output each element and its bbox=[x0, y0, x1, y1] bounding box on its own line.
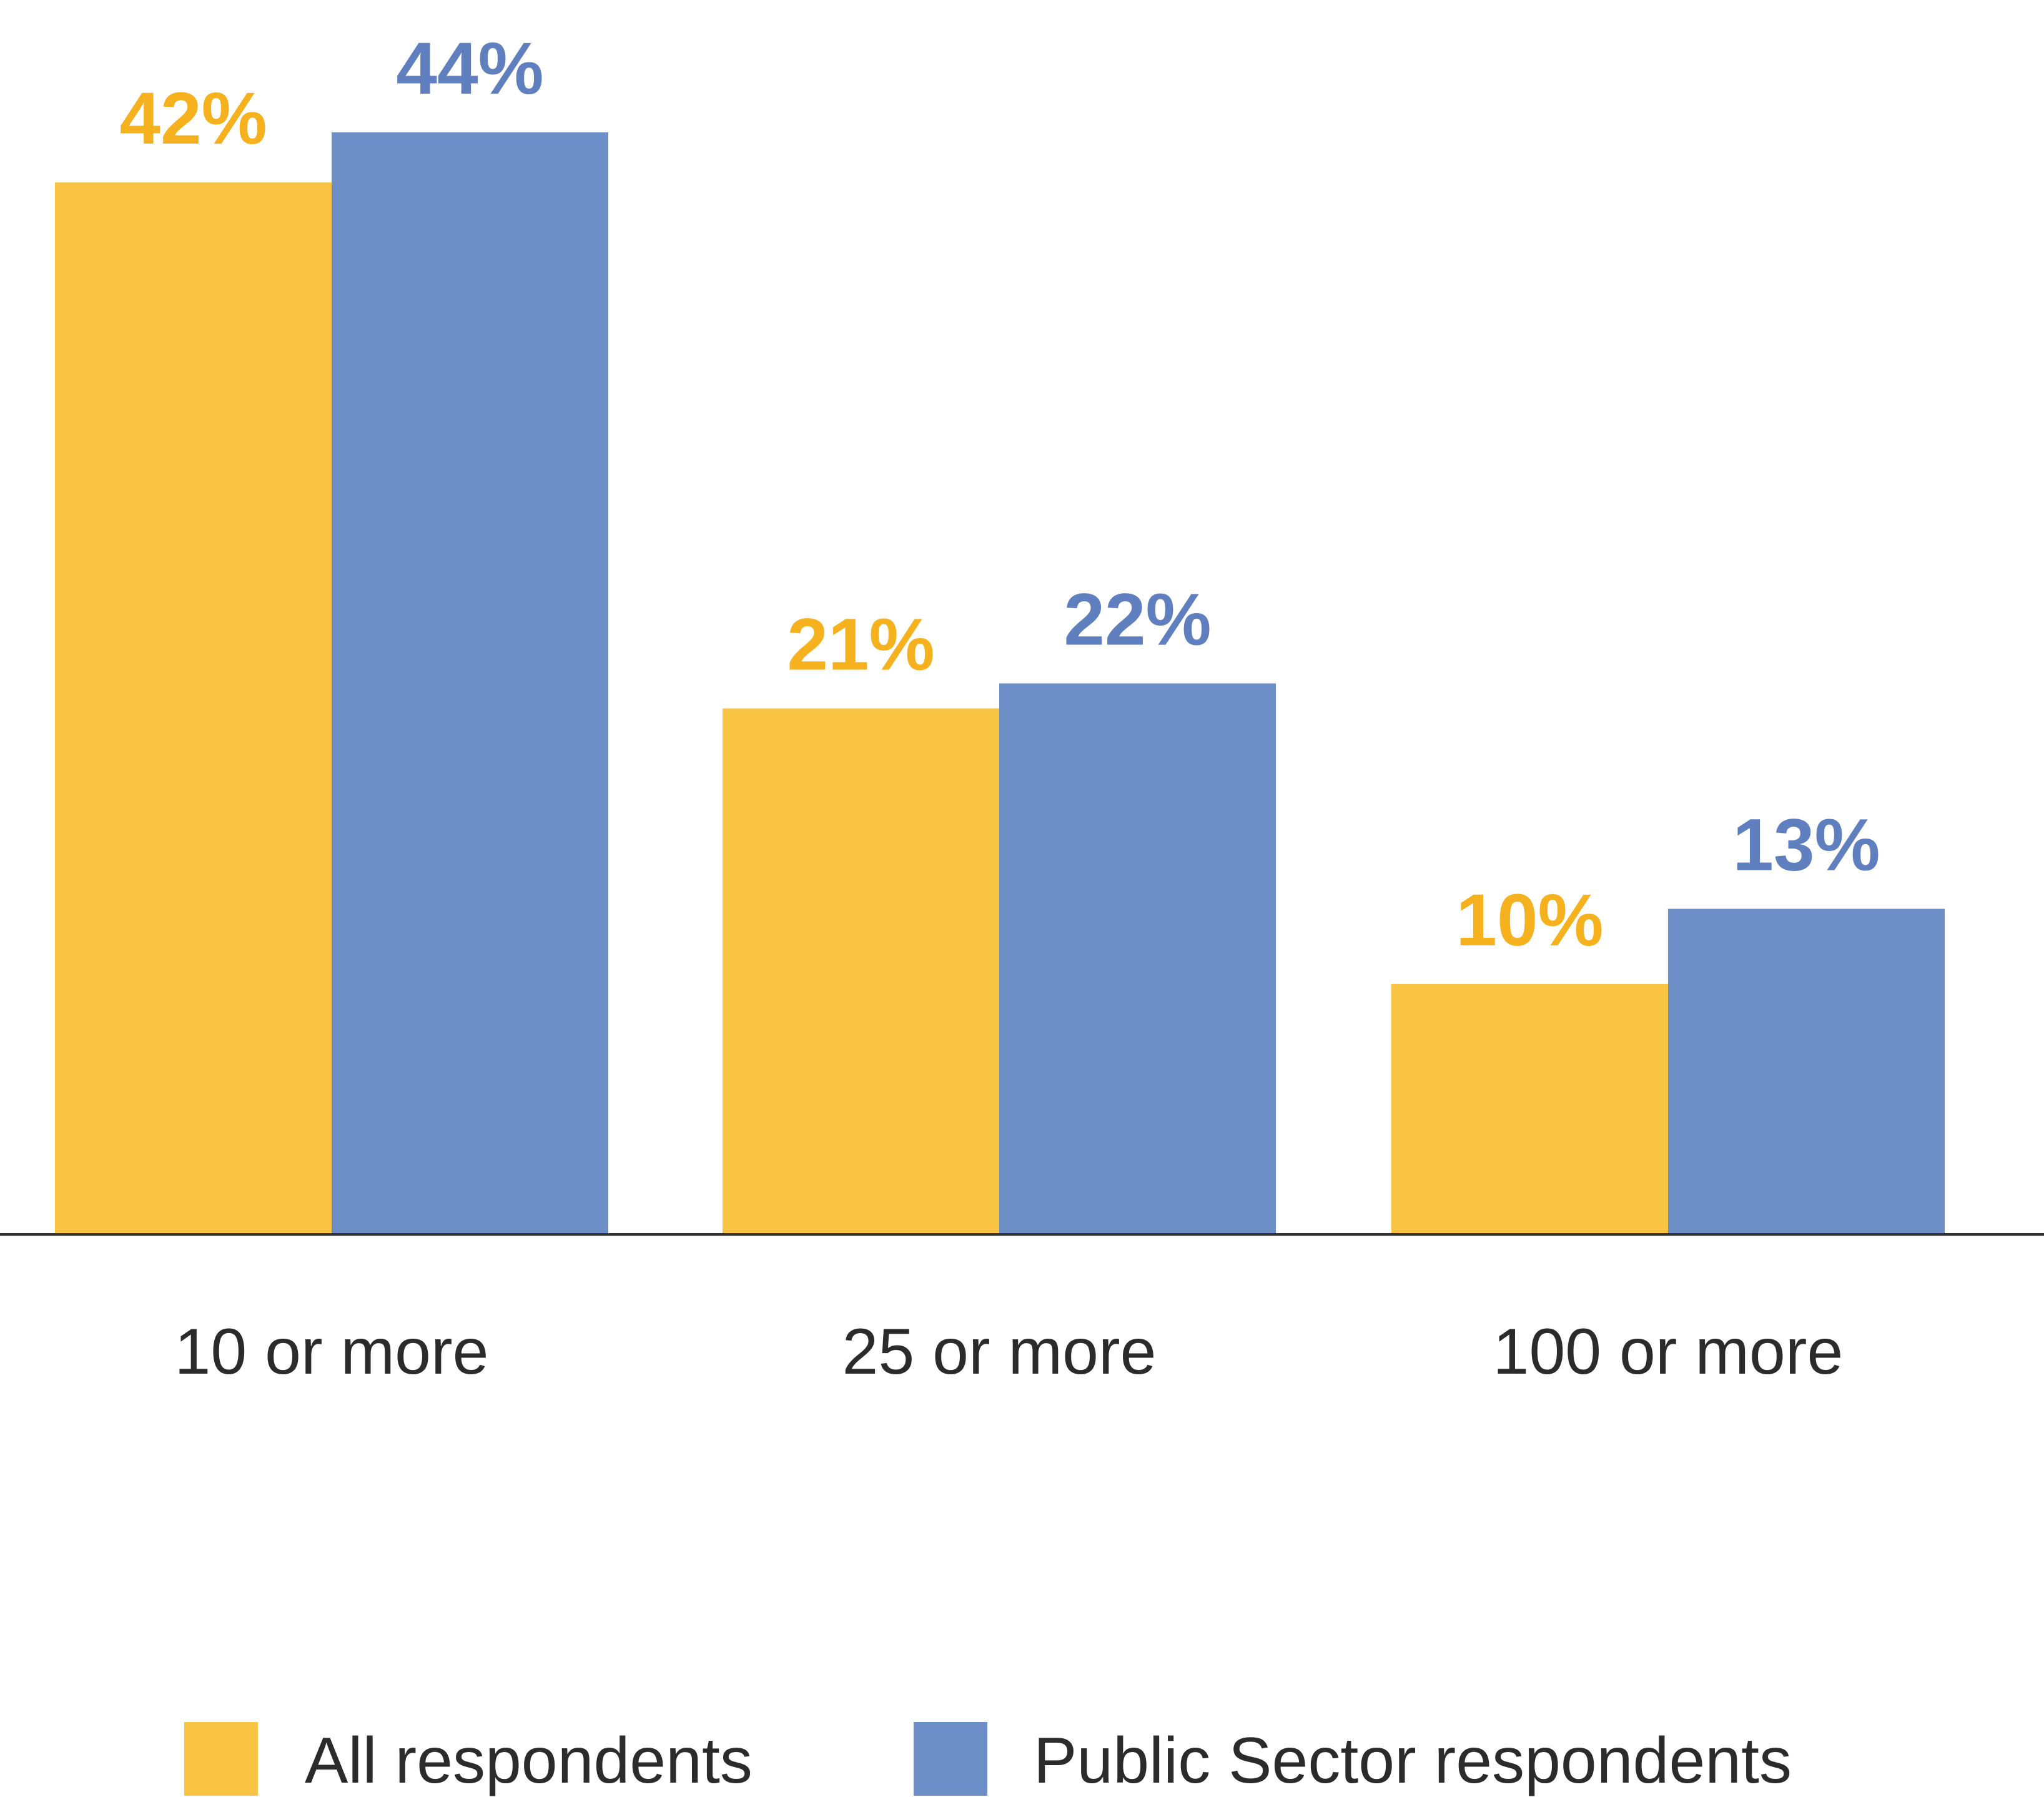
bar-25-or-more-series-0 bbox=[723, 708, 999, 1234]
value-label: 10% bbox=[1456, 879, 1603, 962]
value-label: 21% bbox=[787, 604, 934, 686]
x-tick-label: 100 or more bbox=[1493, 1316, 1844, 1388]
legend-label: Public Sector respondents bbox=[1034, 1725, 1792, 1797]
bar-100-or-more-series-1 bbox=[1668, 908, 1945, 1234]
x-tick-labels-layer: 10 or more 25 or more 100 or more bbox=[175, 1316, 1844, 1388]
value-label: 22% bbox=[1064, 579, 1211, 661]
bar-25-or-more-series-1 bbox=[999, 683, 1276, 1234]
value-label: 13% bbox=[1732, 804, 1880, 887]
x-tick-label: 25 or more bbox=[842, 1316, 1157, 1388]
value-label: 42% bbox=[119, 77, 267, 160]
legend: All respondents Public Sector respondents bbox=[184, 1722, 1792, 1797]
value-label: 44% bbox=[396, 27, 543, 110]
legend-label: All respondents bbox=[305, 1725, 753, 1797]
bars-layer bbox=[55, 132, 1945, 1234]
legend-swatch bbox=[184, 1722, 258, 1796]
bar-10-or-more-series-1 bbox=[332, 132, 608, 1234]
bar-100-or-more-series-0 bbox=[1391, 983, 1668, 1234]
bar-10-or-more-series-0 bbox=[55, 182, 332, 1234]
x-tick-label: 10 or more bbox=[175, 1316, 489, 1388]
value-labels-layer: 42% 44% 21% 22% 10% 13% bbox=[119, 27, 1880, 962]
legend-swatch bbox=[914, 1722, 987, 1796]
